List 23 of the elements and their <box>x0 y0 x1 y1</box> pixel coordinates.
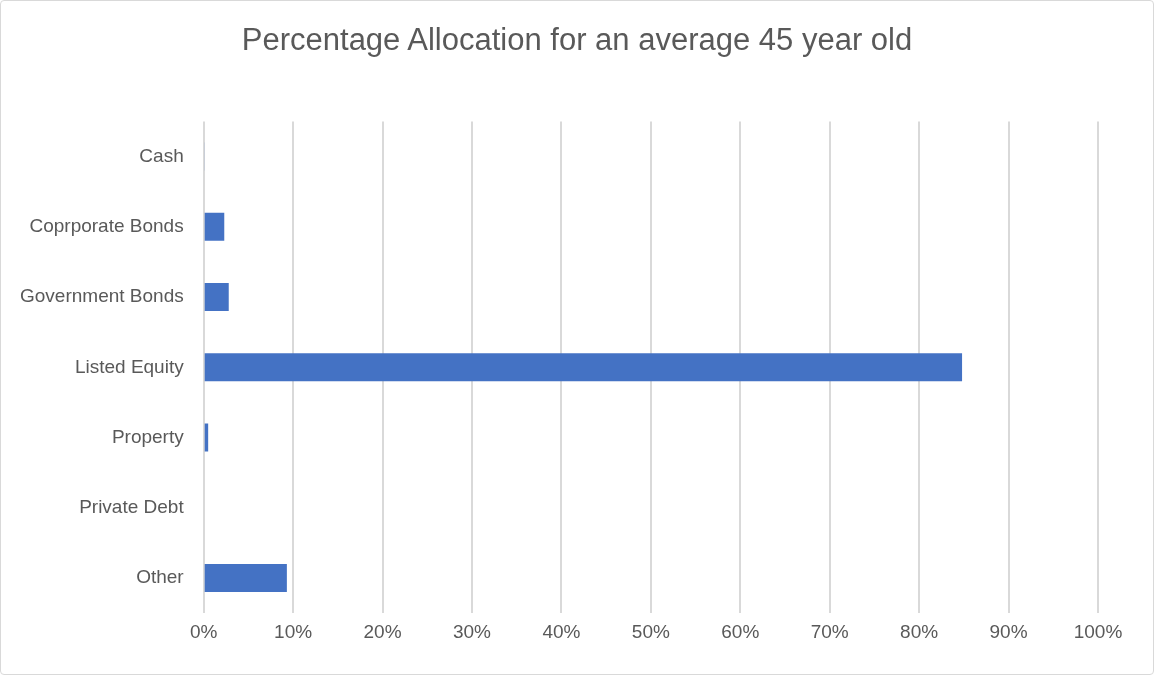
y-tick-label: Coprporate Bonds <box>29 215 184 237</box>
y-tick-label: Private Debt <box>79 496 185 518</box>
x-tick-label: 0% <box>189 620 218 642</box>
x-tick-label: 100% <box>1073 620 1123 642</box>
x-tick-label: 10% <box>274 620 313 642</box>
y-tick-label: Property <box>111 425 185 447</box>
y-tick-label: Other <box>136 566 185 588</box>
y-tick-label: Listed Equity <box>74 355 185 377</box>
x-tick-label: 90% <box>989 620 1028 642</box>
y-tick-label: Government Bonds <box>20 285 184 307</box>
bar <box>204 282 229 312</box>
x-tick-label: 20% <box>363 620 402 642</box>
bar <box>204 564 287 593</box>
x-tick-label: 60% <box>721 620 760 642</box>
y-tick-label: Cash <box>139 144 184 166</box>
x-tick-label: 40% <box>542 620 581 642</box>
bar <box>204 212 225 241</box>
x-tick-label: 80% <box>900 620 939 642</box>
x-tick-label: 50% <box>631 620 670 642</box>
x-tick-label: 70% <box>810 620 849 642</box>
chart-title: Percentage Allocation for an average 45 year old <box>240 22 914 58</box>
x-tick-label: 30% <box>452 620 492 642</box>
bar <box>204 353 963 382</box>
